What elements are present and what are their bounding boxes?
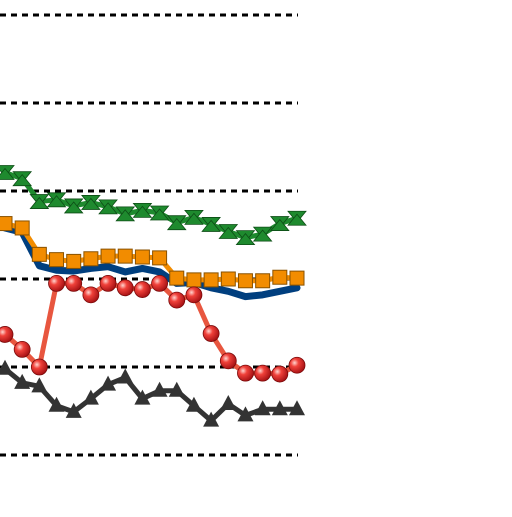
data-point-hourglass [115,209,136,222]
data-point-hourglass [0,167,15,180]
data-point-triangle [65,402,82,418]
data-point-hourglass [29,196,50,209]
data-point-triangle [254,400,271,416]
data-point-square [152,250,168,266]
data-point-triangle [237,406,254,422]
series-line [1,224,301,301]
data-point-hourglass [201,219,221,232]
data-point-triangle [220,394,237,410]
data-point-triangle [82,389,99,405]
data-point-sphere [168,291,186,309]
data-point-triangle [203,411,220,427]
data-point-triangle [117,368,134,384]
data-point-sphere [30,358,48,376]
data-point-square [14,220,30,236]
data-point-triangle [0,359,13,375]
data-point-hourglass [98,202,118,215]
data-point-triangle [134,389,151,405]
data-point-sphere [151,274,168,292]
data-point-sphere [185,286,203,304]
data-point-square [0,216,13,232]
data-point-hourglass [184,212,204,225]
data-point-square [100,248,116,264]
data-point-triangle [168,381,185,397]
data-point-square [169,270,185,286]
data-point-sphere [116,279,134,297]
data-point-sphere [271,365,289,383]
data-point-square [289,270,305,286]
series-layer [0,165,307,427]
data-point-triangle [100,375,117,391]
data-point-sphere [134,281,151,298]
series-0 [0,165,307,246]
series-2 [0,216,305,289]
data-point-triangle [31,377,48,393]
data-point-hourglass [63,201,84,214]
series-line [2,366,300,424]
data-point-hourglass [252,229,273,242]
data-point-square [237,273,253,289]
data-point-triangle [151,381,168,397]
data-point-sphere [82,286,100,304]
data-point-hourglass [149,208,170,221]
data-point-sphere [288,356,306,374]
data-point-triangle [289,400,305,416]
data-point-square [49,252,65,268]
data-point-triangle [271,400,288,416]
data-point-hourglass [218,226,239,239]
data-point-hourglass [287,213,307,226]
data-point-sphere [219,352,237,370]
data-point-hourglass [81,197,101,210]
data-point-sphere [254,364,272,382]
series-3 [0,274,306,383]
data-point-hourglass [166,218,187,231]
data-point-hourglass [12,174,33,187]
data-point-square [134,249,150,265]
data-point-sphere [99,274,117,292]
data-point-square [117,248,133,264]
data-point-square [255,273,271,289]
data-point-square [272,269,288,285]
data-point-sphere [13,340,31,358]
series-1 [1,224,301,301]
data-point-square [66,253,82,269]
gridlines [0,13,298,457]
data-point-hourglass [46,195,67,208]
data-point-sphere [202,325,220,342]
data-point-hourglass [235,233,256,246]
data-point-triangle [185,396,202,412]
data-point-hourglass [269,218,290,231]
data-point-square [31,246,47,262]
data-point-square [203,272,219,288]
data-point-hourglass [132,205,153,218]
data-point-sphere [0,326,14,343]
data-point-sphere [65,274,83,292]
data-point-triangle [48,396,65,412]
data-point-triangle [14,373,31,389]
series-4 [0,359,305,427]
data-point-sphere [48,274,65,292]
data-point-square [83,251,99,267]
data-point-square [220,271,236,287]
data-point-sphere [237,364,254,382]
data-point-square [186,272,202,288]
